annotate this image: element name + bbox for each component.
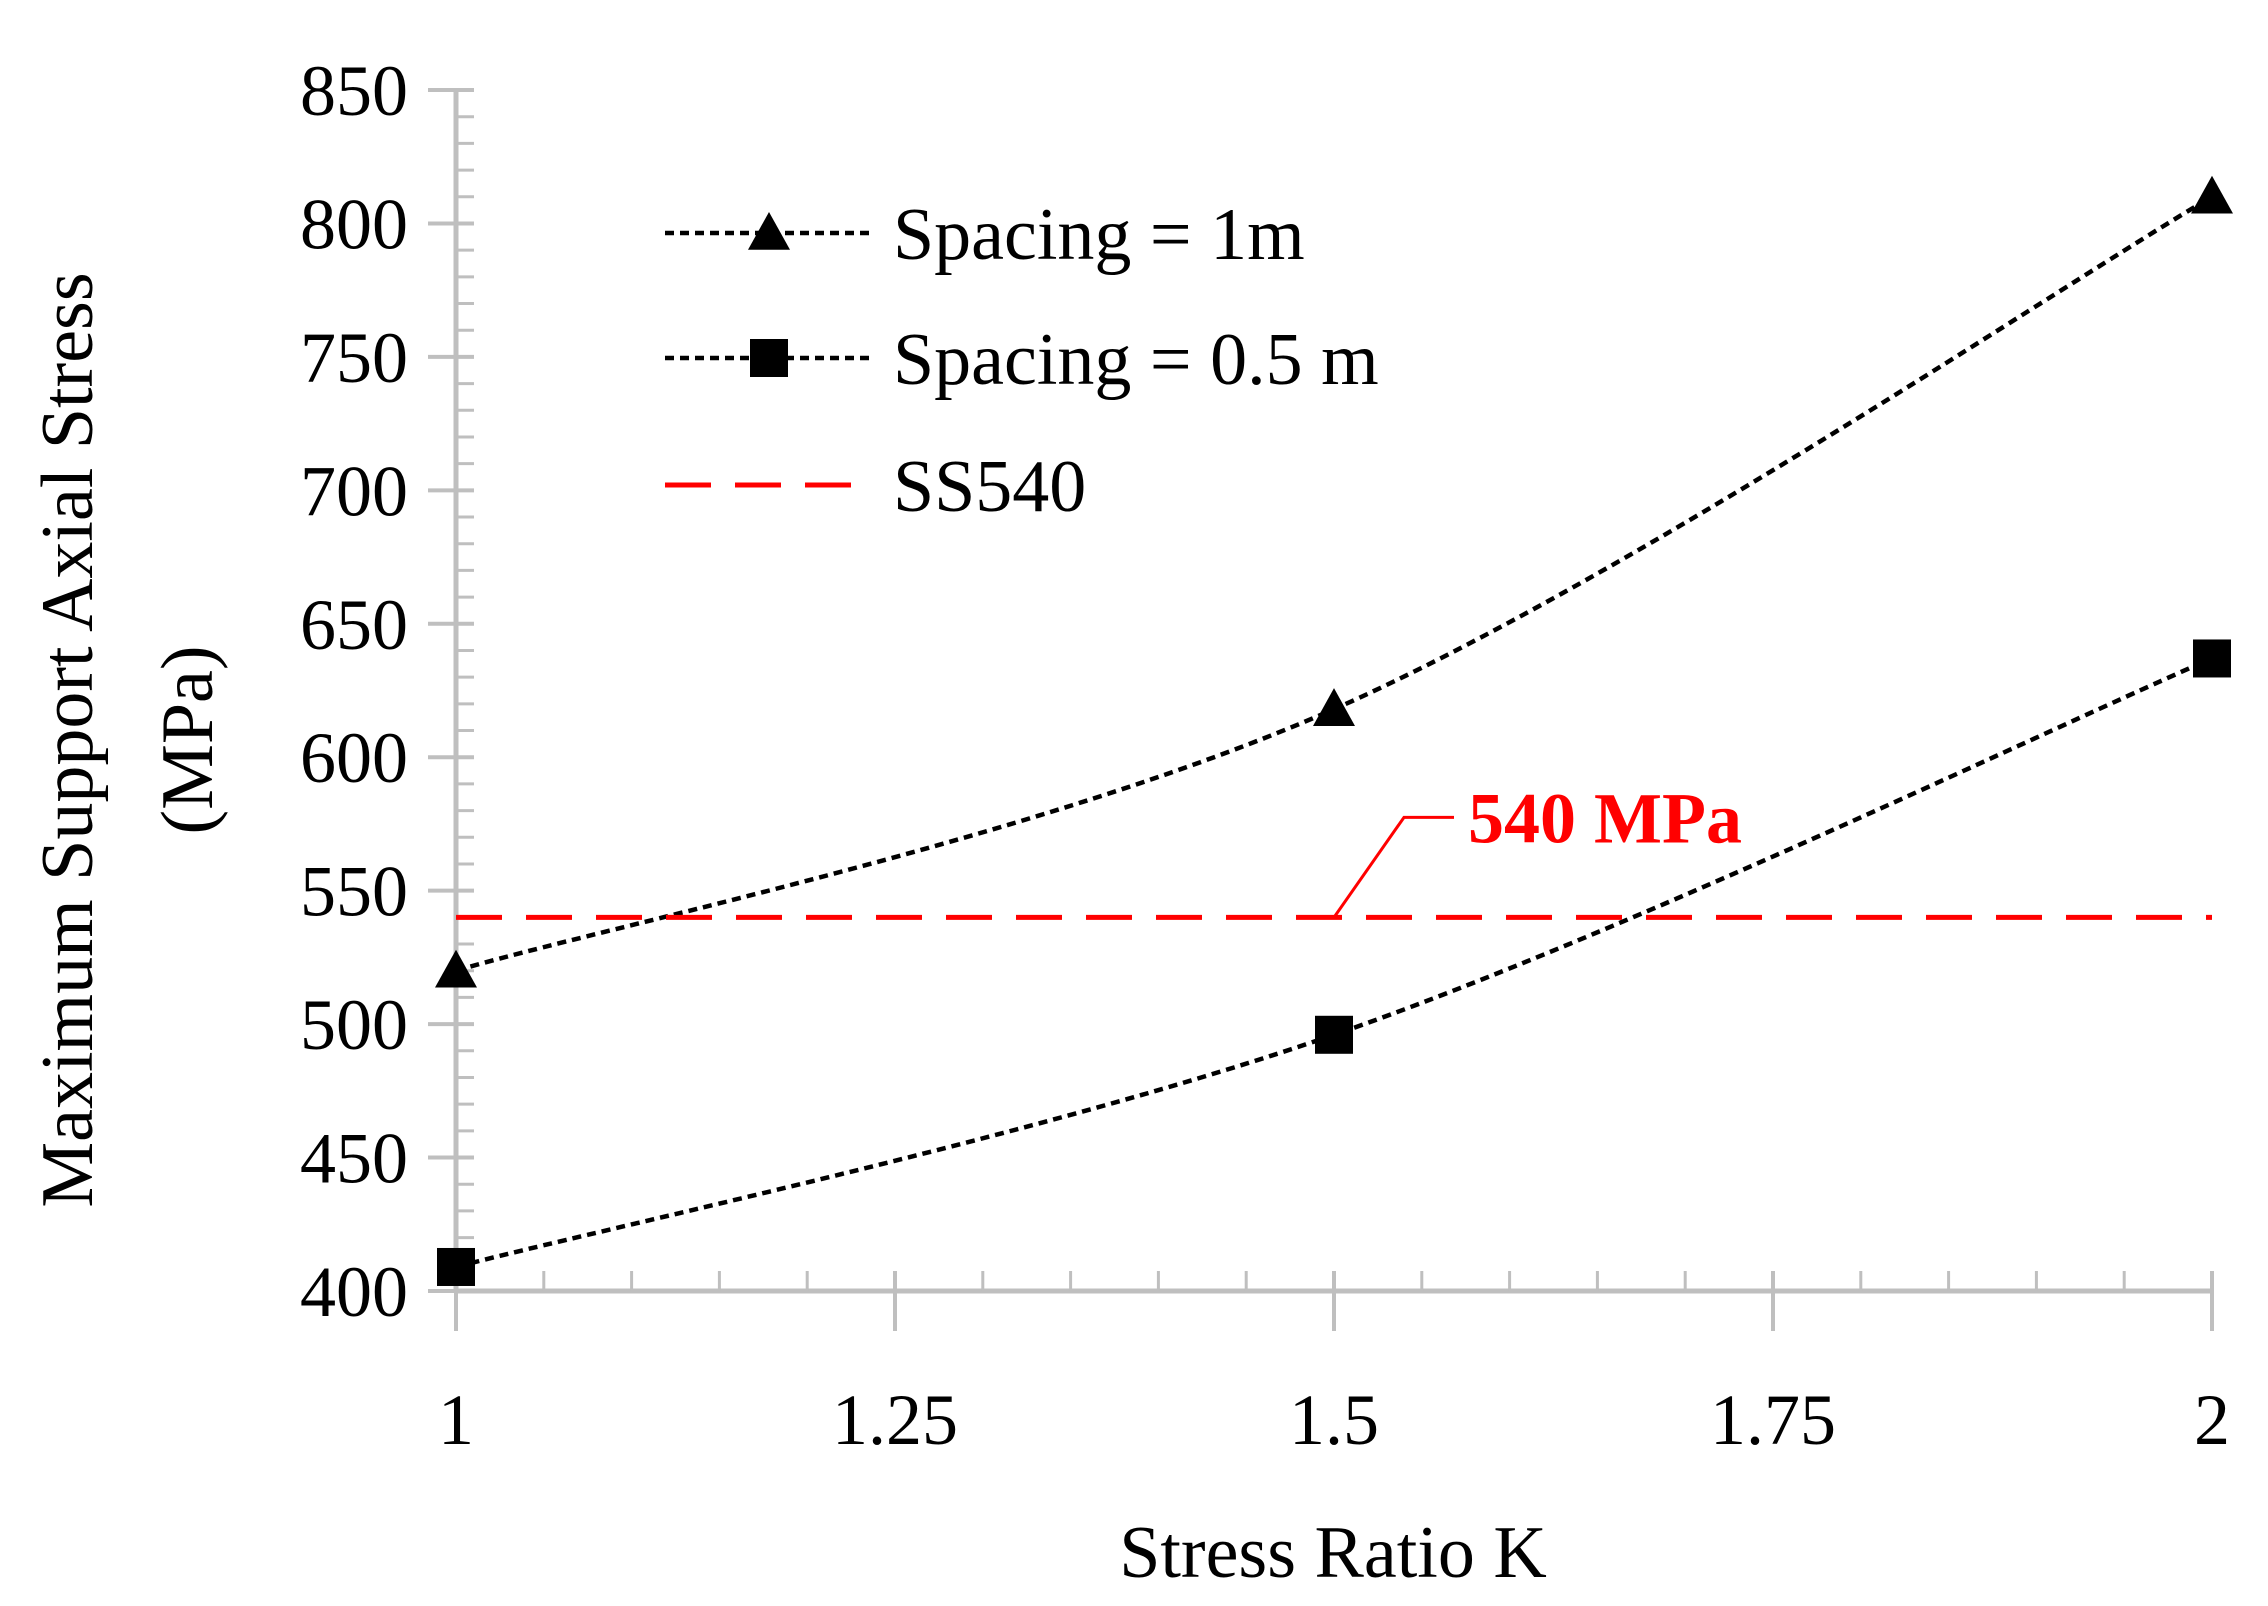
legend-triangle-marker [748, 212, 790, 250]
y-tick-label: 800 [300, 184, 408, 264]
legend: Spacing = 1m Spacing = 0.5 m SS540 [665, 194, 1379, 528]
data-point-triangle [435, 949, 477, 988]
legend-label: SS540 [893, 446, 1086, 528]
y-tick-label: 600 [300, 718, 408, 798]
y-tick-label: 400 [300, 1252, 408, 1332]
y-axis-title-line1: Maximum Support Axial Stress [27, 272, 109, 1207]
legend-item-3: SS540 [665, 446, 1086, 528]
y-tick-label: 550 [300, 852, 408, 932]
y-tick-label: 850 [300, 51, 408, 131]
x-axis-title: Stress Ratio K [1119, 1512, 1547, 1594]
legend-label: Spacing = 0.5 m [893, 319, 1379, 401]
y-tick-label: 700 [300, 451, 408, 531]
y-tick-label: 750 [300, 318, 408, 398]
annotation-layer: 540 MPa [1332, 778, 1742, 919]
axes: 400 450 500 550 600 650 700 750 800 850 1 1.25 1.5 1.… [300, 51, 2230, 1460]
legend-label: Spacing = 1m [893, 194, 1305, 276]
data-point-square [437, 1247, 475, 1286]
y-tick-label: 650 [300, 585, 408, 665]
legend-item-1: Spacing = 1m [665, 194, 1305, 276]
data-point-square [1315, 1015, 1353, 1054]
y-tick-label: 500 [300, 985, 408, 1065]
legend-square-marker [750, 339, 788, 377]
legend-item-2: Spacing = 0.5 m [665, 319, 1379, 401]
y-tick-label: 450 [300, 1119, 408, 1199]
series-line [455, 194, 2214, 973]
annotation-label: 540 MPa [1468, 778, 1742, 858]
x-tick-label: 1.5 [1289, 1380, 1379, 1460]
data-point-triangle [1313, 688, 1355, 726]
data-point-triangle [2191, 175, 2233, 214]
annotation-leader [1332, 815, 1454, 919]
x-tick-label: 1 [438, 1380, 474, 1460]
series-1 [435, 175, 2233, 988]
y-axis-title-line2: (MPa) [147, 645, 229, 834]
series-2 [437, 639, 2231, 1286]
series-line [455, 656, 2213, 1270]
data-point-square [2193, 639, 2231, 678]
x-tick-label: 2 [2194, 1380, 2230, 1460]
x-tick-label: 1.25 [832, 1380, 958, 1460]
x-tick-label: 1.75 [1710, 1380, 1836, 1460]
